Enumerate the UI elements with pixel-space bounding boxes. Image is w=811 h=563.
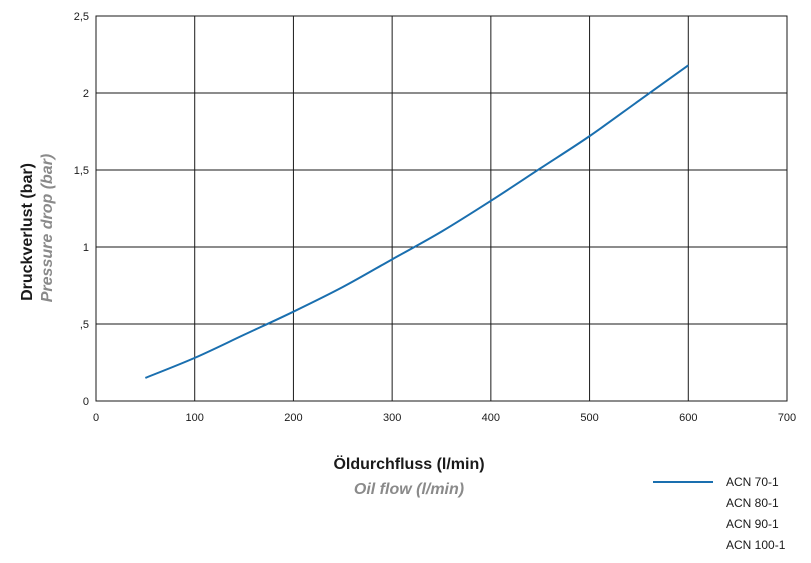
y-tick-label: 2 <box>83 88 89 100</box>
x-axis-label: Öldurchfluss (l/min) <box>333 454 484 473</box>
legend-label: ACN 70-1 <box>726 475 779 489</box>
legend-label: ACN 80-1 <box>726 496 779 510</box>
legend-label: ACN 100-1 <box>726 538 786 552</box>
x-tick-label: 400 <box>482 412 500 424</box>
legend-label: ACN 90-1 <box>726 517 779 531</box>
x-tick-label: 0 <box>93 412 99 424</box>
x-tick-label: 500 <box>580 412 598 424</box>
y-tick-labels: 0 ,5 1 1,5 2 2,5 <box>74 11 89 408</box>
legend: ACN 70-1 ACN 80-1 ACN 90-1 ACN 100-1 <box>653 475 786 552</box>
x-tick-label: 700 <box>778 412 796 424</box>
grid-lines <box>96 16 787 401</box>
x-tick-label: 300 <box>383 412 401 424</box>
plot-area-border <box>95 15 788 402</box>
x-tick-label: 100 <box>186 412 204 424</box>
y-axis-label-english: Pressure drop (bar) <box>39 154 56 302</box>
y-tick-label: ,5 <box>80 319 89 331</box>
x-axis-label-english: Oil flow (l/min) <box>354 481 464 498</box>
series-line-acn-70-1 <box>144 64 689 379</box>
x-tick-labels: 0 100 200 300 400 500 600 700 <box>93 412 796 424</box>
y-axis-label: Druckverlust (bar) <box>19 163 36 301</box>
x-tick-label: 600 <box>679 412 697 424</box>
y-tick-label: 2,5 <box>74 11 89 23</box>
y-tick-label: 0 <box>83 396 89 408</box>
y-tick-label: 1,5 <box>74 165 89 177</box>
y-tick-label: 1 <box>83 242 89 254</box>
x-tick-label: 200 <box>284 412 302 424</box>
series-lines <box>144 64 689 379</box>
